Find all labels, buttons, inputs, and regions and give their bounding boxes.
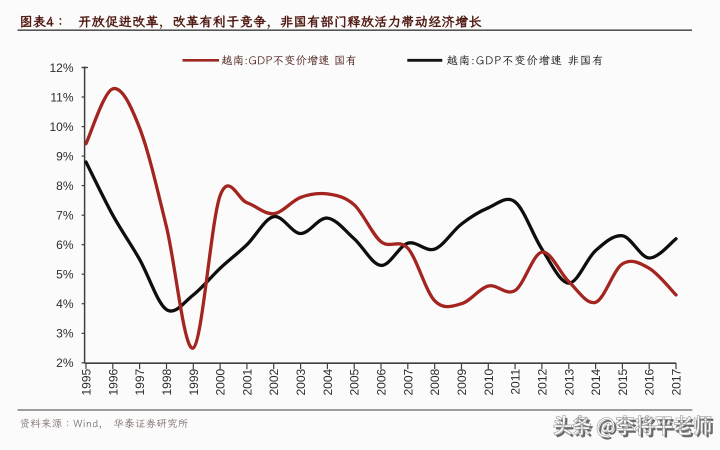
svg-text:2013: 2013	[562, 368, 576, 395]
svg-text:6%: 6%	[56, 238, 74, 252]
svg-text:2%: 2%	[56, 356, 74, 370]
svg-text:2009: 2009	[455, 368, 469, 395]
svg-text:2000: 2000	[214, 368, 228, 395]
svg-text:2002: 2002	[267, 368, 281, 395]
svg-text:1997: 1997	[133, 368, 147, 395]
svg-text:2003: 2003	[294, 368, 308, 395]
svg-text:11%: 11%	[50, 90, 73, 104]
svg-text:2016: 2016	[643, 368, 657, 395]
svg-text:2011: 2011	[509, 368, 523, 394]
svg-text:1996: 1996	[106, 368, 120, 395]
svg-text:2008: 2008	[428, 368, 442, 395]
svg-text:1995: 1995	[80, 368, 94, 395]
svg-text:12%: 12%	[49, 61, 73, 75]
svg-text:2005: 2005	[348, 368, 362, 395]
svg-text:1998: 1998	[160, 368, 174, 395]
svg-text:2012: 2012	[535, 368, 549, 395]
svg-text:1999: 1999	[187, 368, 201, 395]
svg-text:10%: 10%	[49, 120, 73, 134]
svg-text:2004: 2004	[321, 368, 335, 395]
svg-text:7%: 7%	[56, 209, 74, 223]
svg-text:2006: 2006	[375, 368, 389, 395]
svg-text:2015: 2015	[616, 368, 630, 395]
svg-text:2001: 2001	[240, 368, 254, 395]
svg-text:2017: 2017	[670, 368, 684, 395]
svg-text:3%: 3%	[56, 327, 74, 341]
svg-text:5%: 5%	[56, 268, 74, 282]
svg-text:4%: 4%	[56, 297, 74, 311]
svg-text:2007: 2007	[401, 368, 415, 395]
svg-text:8%: 8%	[56, 179, 74, 193]
svg-text:2010: 2010	[482, 368, 496, 395]
svg-text:9%: 9%	[56, 149, 74, 163]
svg-text:2014: 2014	[589, 368, 603, 395]
